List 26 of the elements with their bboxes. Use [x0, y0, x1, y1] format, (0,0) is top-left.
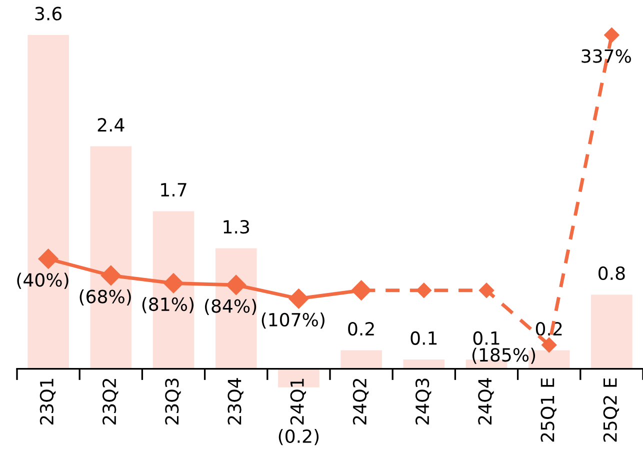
- data-label: 1.7: [161, 183, 186, 196]
- data-label: (40%): [17, 272, 68, 289]
- data-label: (0.2): [278, 429, 319, 446]
- data-label: 0.2: [348, 322, 374, 336]
- data-label: 337%: [582, 49, 631, 63]
- x-tick-label: 24Q3: [415, 378, 432, 425]
- x-tick-label: 25Q2 E: [603, 378, 620, 442]
- data-label: (185%): [472, 348, 536, 364]
- data-label: (84%): [204, 298, 256, 315]
- data-label: 0.1: [473, 331, 500, 345]
- x-tick-label: 23Q2: [102, 378, 118, 425]
- x-tick-label: 23Q1: [40, 378, 56, 425]
- x-tick-label: 23Q3: [165, 378, 181, 425]
- data-label: 0.8: [598, 266, 625, 280]
- data-label: (68%): [80, 289, 131, 306]
- data-label: 2.4: [98, 118, 124, 132]
- x-tick-label: 24Q4: [478, 378, 494, 425]
- x-tick-label: 24Q1: [290, 378, 306, 425]
- data-label: 1.3: [224, 220, 250, 234]
- data-label: 0.1: [410, 331, 437, 345]
- x-tick-label: 23Q4: [228, 378, 244, 425]
- x-tick-label: 25Q1 E: [540, 378, 556, 442]
- data-label: 3.6: [35, 6, 62, 20]
- data-label: (81%): [142, 297, 194, 314]
- x-tick-label: 24Q2: [352, 378, 369, 425]
- data-label: (107%): [262, 312, 324, 329]
